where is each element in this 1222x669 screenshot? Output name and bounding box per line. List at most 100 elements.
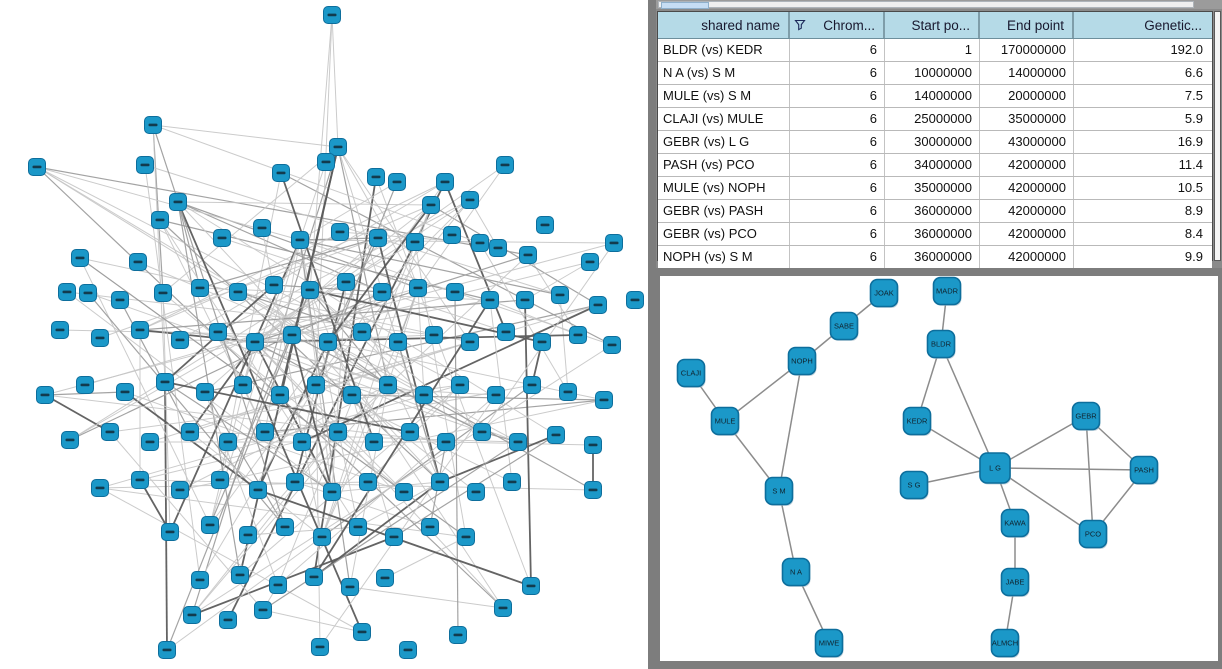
network-node[interactable] bbox=[271, 386, 289, 404]
network-node[interactable] bbox=[276, 518, 294, 536]
network-node[interactable] bbox=[437, 433, 455, 451]
network-node-pco[interactable]: PCO bbox=[1078, 519, 1108, 550]
table-cell[interactable]: MULE (vs) S M bbox=[658, 85, 790, 107]
network-node[interactable] bbox=[569, 326, 587, 344]
table-row[interactable]: GEBR (vs) L G 6 30000000 43000000 16.9 bbox=[658, 131, 1212, 154]
network-node[interactable] bbox=[329, 423, 347, 441]
network-node[interactable] bbox=[533, 333, 551, 351]
table-row[interactable]: BLDR (vs) KEDR 6 1 170000000 192.0 bbox=[658, 39, 1212, 62]
network-node[interactable] bbox=[136, 156, 154, 174]
network-node[interactable] bbox=[219, 433, 237, 451]
network-node[interactable] bbox=[389, 333, 407, 351]
overview-network-canvas[interactable] bbox=[0, 0, 648, 669]
network-node[interactable] bbox=[272, 164, 290, 182]
table-cell[interactable]: 6 bbox=[790, 154, 885, 176]
network-node[interactable] bbox=[487, 386, 505, 404]
network-node[interactable] bbox=[313, 528, 331, 546]
network-node[interactable] bbox=[379, 376, 397, 394]
table-cell[interactable]: 20000000 bbox=[980, 85, 1074, 107]
network-node[interactable] bbox=[28, 158, 46, 176]
table-cell[interactable]: 42000000 bbox=[980, 154, 1074, 176]
table-row[interactable]: MULE (vs) NOPH 6 35000000 42000000 10.5 bbox=[658, 177, 1212, 200]
network-node[interactable] bbox=[286, 473, 304, 491]
table-cell[interactable]: 8.9 bbox=[1184, 203, 1203, 218]
table-cell[interactable]: 35000000 bbox=[885, 177, 980, 199]
table-cell[interactable]: 34000000 bbox=[885, 154, 980, 176]
network-node[interactable] bbox=[61, 431, 79, 449]
table-cell[interactable]: MULE (vs) NOPH bbox=[658, 177, 790, 199]
network-node[interactable] bbox=[169, 193, 187, 211]
network-node[interactable] bbox=[436, 173, 454, 191]
table-cell[interactable]: 170000000 bbox=[980, 39, 1074, 61]
network-node[interactable] bbox=[101, 423, 119, 441]
table-row[interactable]: N A (vs) S M 6 10000000 14000000 6.6 bbox=[658, 62, 1212, 85]
network-node[interactable] bbox=[256, 423, 274, 441]
table-cell[interactable]: 6.6 bbox=[1184, 65, 1203, 80]
column-header-shared-name[interactable]: shared name bbox=[658, 12, 790, 38]
network-node[interactable] bbox=[365, 433, 383, 451]
network-node[interactable] bbox=[144, 116, 162, 134]
network-node[interactable] bbox=[76, 376, 94, 394]
network-node[interactable] bbox=[305, 568, 323, 586]
table-cell[interactable]: NOPH (vs) S M bbox=[658, 246, 790, 268]
horizontal-scrollbar-thumb[interactable] bbox=[661, 2, 709, 9]
network-node-mule[interactable]: MULE bbox=[710, 406, 740, 437]
network-node[interactable] bbox=[431, 473, 449, 491]
table-cell[interactable]: 42000000 bbox=[980, 223, 1074, 245]
network-node[interactable] bbox=[269, 576, 287, 594]
network-node[interactable] bbox=[79, 284, 97, 302]
network-node[interactable] bbox=[246, 333, 264, 351]
network-node[interactable] bbox=[494, 599, 512, 617]
network-node[interactable] bbox=[156, 373, 174, 391]
network-node[interactable] bbox=[536, 216, 554, 234]
network-node-kedr[interactable]: KEDR bbox=[902, 406, 932, 437]
network-node[interactable] bbox=[406, 233, 424, 251]
table-cell[interactable]: 14000000 bbox=[885, 85, 980, 107]
network-node[interactable] bbox=[401, 423, 419, 441]
table-cell[interactable]: 42000000 bbox=[980, 177, 1074, 199]
network-node[interactable] bbox=[367, 168, 385, 186]
network-node[interactable] bbox=[331, 223, 349, 241]
network-node[interactable] bbox=[509, 433, 527, 451]
network-node[interactable] bbox=[421, 518, 439, 536]
network-node[interactable] bbox=[584, 481, 602, 499]
network-node[interactable] bbox=[329, 138, 347, 156]
network-node[interactable] bbox=[229, 283, 247, 301]
table-cell[interactable]: 1 bbox=[885, 39, 980, 61]
network-node[interactable] bbox=[183, 606, 201, 624]
network-node[interactable] bbox=[399, 641, 417, 659]
network-node[interactable] bbox=[311, 638, 329, 656]
table-cell[interactable]: BLDR (vs) KEDR bbox=[658, 39, 790, 61]
table-cell[interactable]: 6 bbox=[790, 223, 885, 245]
network-node[interactable] bbox=[181, 423, 199, 441]
network-node[interactable] bbox=[425, 326, 443, 344]
network-node-jabe[interactable]: JABE bbox=[1000, 567, 1030, 598]
table-cell[interactable]: 36000000 bbox=[885, 223, 980, 245]
table-cell[interactable]: 8.4 bbox=[1184, 226, 1203, 241]
network-node[interactable] bbox=[154, 284, 172, 302]
overview-network-panel[interactable] bbox=[0, 0, 648, 669]
network-node[interactable] bbox=[519, 246, 537, 264]
column-header-end-point[interactable]: End point bbox=[980, 12, 1074, 38]
network-node[interactable] bbox=[116, 383, 134, 401]
network-node[interactable] bbox=[451, 376, 469, 394]
network-node[interactable] bbox=[446, 283, 464, 301]
horizontal-scrollbar[interactable] bbox=[656, 0, 1222, 9]
network-node[interactable] bbox=[551, 286, 569, 304]
network-node[interactable] bbox=[349, 518, 367, 536]
network-node[interactable] bbox=[253, 219, 271, 237]
network-node[interactable] bbox=[131, 321, 149, 339]
network-node[interactable] bbox=[213, 229, 231, 247]
column-header-chromosome[interactable]: Chrom... bbox=[790, 12, 885, 38]
table-row[interactable]: PASH (vs) PCO 6 34000000 42000000 11.4 bbox=[658, 154, 1212, 177]
table-row[interactable]: CLAJI (vs) MULE 6 25000000 35000000 5.9 bbox=[658, 108, 1212, 131]
network-node[interactable] bbox=[461, 191, 479, 209]
table-cell[interactable]: 5.9 bbox=[1184, 111, 1203, 126]
network-node-madr[interactable]: MADR bbox=[932, 276, 962, 307]
table-cell[interactable]: GEBR (vs) L G bbox=[658, 131, 790, 153]
table-cell[interactable]: PASH (vs) PCO bbox=[658, 154, 790, 176]
network-node-kawa[interactable]: KAWA bbox=[1000, 508, 1030, 539]
network-node[interactable] bbox=[489, 239, 507, 257]
network-node[interactable] bbox=[319, 333, 337, 351]
network-node[interactable] bbox=[201, 516, 219, 534]
